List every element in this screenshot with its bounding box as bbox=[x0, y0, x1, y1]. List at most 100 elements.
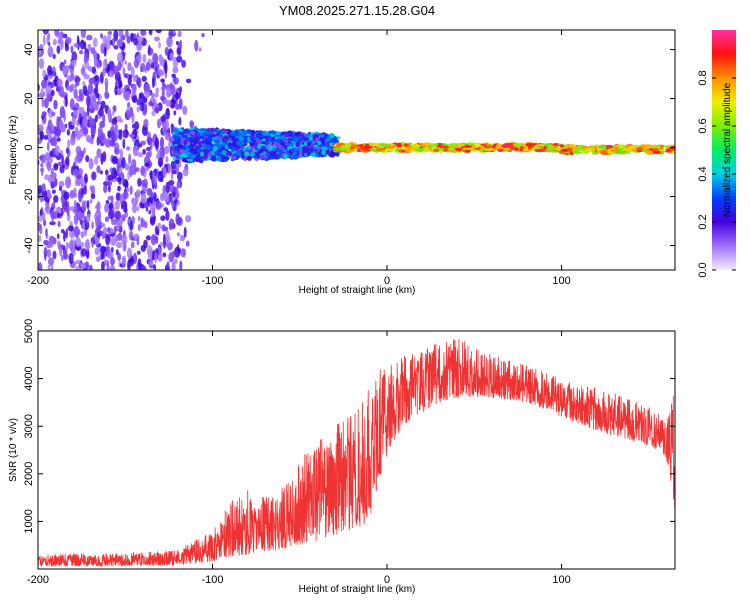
spectrogram-cell bbox=[146, 188, 153, 196]
spectrogram-cell bbox=[58, 34, 63, 46]
spectrogram-cell bbox=[293, 146, 301, 150]
spectrogram-cell bbox=[501, 143, 510, 148]
spectrogram-cell bbox=[287, 130, 293, 137]
spectrogram-cell bbox=[41, 79, 48, 89]
spectrogram-cell bbox=[533, 145, 542, 150]
spectrogram-cell bbox=[206, 127, 213, 133]
spectrogram-cell bbox=[591, 151, 596, 155]
spectrogram-cell bbox=[292, 137, 298, 142]
spectrogram-cell bbox=[154, 106, 159, 114]
spectrogram-y-tick-label: 20 bbox=[23, 92, 35, 104]
spectrogram-cell bbox=[522, 147, 529, 152]
spectrogram-cell bbox=[140, 244, 146, 252]
spectrogram-cell bbox=[218, 145, 222, 151]
snr-x-axis-title: Height of straight line (km) bbox=[299, 584, 416, 595]
snr-y-tick-label: 2000 bbox=[23, 462, 35, 486]
spectrogram-cell bbox=[40, 166, 44, 177]
snr-y-tick-label: 4000 bbox=[23, 366, 35, 390]
spectrogram-cells bbox=[38, 30, 675, 270]
spectrogram-plot-area bbox=[38, 30, 675, 270]
colorbar-tick-label: 0.0 bbox=[697, 262, 709, 277]
spectrogram-cell bbox=[175, 103, 180, 111]
spectrogram-cell bbox=[65, 147, 69, 154]
spectrogram-cell bbox=[213, 140, 221, 143]
spectrogram-cell bbox=[256, 138, 263, 144]
spectrogram-cell bbox=[71, 51, 78, 62]
spectrogram-cell bbox=[116, 115, 122, 123]
spectrogram-cell bbox=[457, 143, 465, 147]
spectrogram-cell bbox=[161, 89, 165, 97]
spectrogram-cell bbox=[157, 157, 164, 168]
spectrogram-cell bbox=[86, 95, 91, 107]
spectrogram-cell bbox=[53, 172, 57, 178]
spectrogram-cell bbox=[610, 148, 621, 153]
spectrogram-cell bbox=[84, 261, 90, 270]
spectrogram-cell bbox=[485, 143, 492, 147]
spectrogram-cell bbox=[302, 149, 306, 154]
colorbar-tick-label: 0.6 bbox=[697, 118, 709, 133]
spectrogram-cell bbox=[43, 97, 49, 109]
spectrogram-cell bbox=[124, 123, 128, 131]
spectrogram-cell bbox=[121, 200, 126, 210]
spectrogram-cell bbox=[202, 138, 206, 142]
spectrogram-cell bbox=[124, 181, 129, 189]
spectrogram-cell bbox=[50, 124, 55, 131]
spectrogram-cell bbox=[137, 223, 142, 232]
spectrogram-cell bbox=[73, 42, 79, 48]
spectrogram-cell bbox=[83, 185, 87, 195]
spectrogram-cell bbox=[68, 252, 74, 265]
spectrogram-x-tick-label: 0 bbox=[384, 275, 390, 287]
spectrogram-cell bbox=[86, 199, 90, 210]
spectrogram-cell bbox=[421, 147, 431, 150]
spectrogram-cell bbox=[67, 139, 70, 149]
spectrogram-cell bbox=[102, 151, 107, 162]
spectrogram-cell bbox=[153, 175, 157, 185]
spectrogram-cell bbox=[94, 114, 98, 123]
colorbar-label: Normalized spectral amplitude bbox=[722, 82, 733, 217]
spectrogram-cell bbox=[293, 153, 298, 160]
spectrogram-cell bbox=[104, 139, 111, 148]
spectrogram-cell bbox=[212, 146, 218, 151]
spectrogram-cell bbox=[165, 235, 171, 245]
spectrogram-cell bbox=[53, 162, 59, 171]
spectrogram-cell bbox=[486, 148, 494, 152]
spectrogram-cell bbox=[156, 229, 160, 236]
spectrogram-cell bbox=[118, 133, 123, 140]
spectrogram-cell bbox=[143, 118, 149, 128]
spectrogram-cell bbox=[155, 87, 159, 94]
spectrogram-cell bbox=[311, 140, 316, 144]
spectrogram-cell bbox=[100, 223, 106, 228]
spectrogram-cell bbox=[140, 265, 147, 270]
spectrogram-cell bbox=[118, 30, 124, 39]
spectrogram-cell bbox=[111, 117, 118, 125]
spectrogram-cell bbox=[150, 191, 154, 199]
spectrogram-cell bbox=[40, 88, 44, 96]
spectrogram-cell bbox=[165, 119, 169, 131]
spectrogram-cell bbox=[41, 111, 47, 117]
spectrogram-cell bbox=[41, 96, 45, 108]
spectrogram-cell bbox=[101, 231, 105, 240]
spectrogram-cell bbox=[143, 201, 149, 209]
snr-y-tick-label: 5000 bbox=[23, 319, 35, 343]
spectrogram-cell bbox=[56, 137, 61, 142]
spectrogram-cell bbox=[178, 98, 183, 110]
spectrogram-cell bbox=[88, 158, 94, 170]
spectrogram-cell bbox=[160, 149, 165, 158]
spectrogram-cell bbox=[147, 44, 151, 56]
spectrogram-cell bbox=[283, 153, 288, 160]
spectrogram-cell bbox=[50, 82, 55, 89]
spectrogram-cell bbox=[363, 146, 374, 149]
spectrogram-cell bbox=[269, 155, 275, 160]
spectrogram-cell bbox=[236, 139, 244, 146]
spectrogram-cell bbox=[78, 42, 83, 47]
spectrogram-cell bbox=[109, 167, 113, 173]
spectrogram-cell bbox=[172, 170, 177, 175]
spectrogram-cell bbox=[127, 259, 131, 270]
spectrogram-cell bbox=[207, 143, 212, 150]
spectrogram-cell bbox=[132, 123, 135, 129]
spectrogram-cell bbox=[119, 225, 122, 232]
spectrogram-cell bbox=[185, 215, 192, 223]
spectrogram-cell bbox=[121, 214, 126, 222]
spectrogram-cell bbox=[583, 150, 590, 154]
spectrogram-cell bbox=[50, 209, 55, 222]
